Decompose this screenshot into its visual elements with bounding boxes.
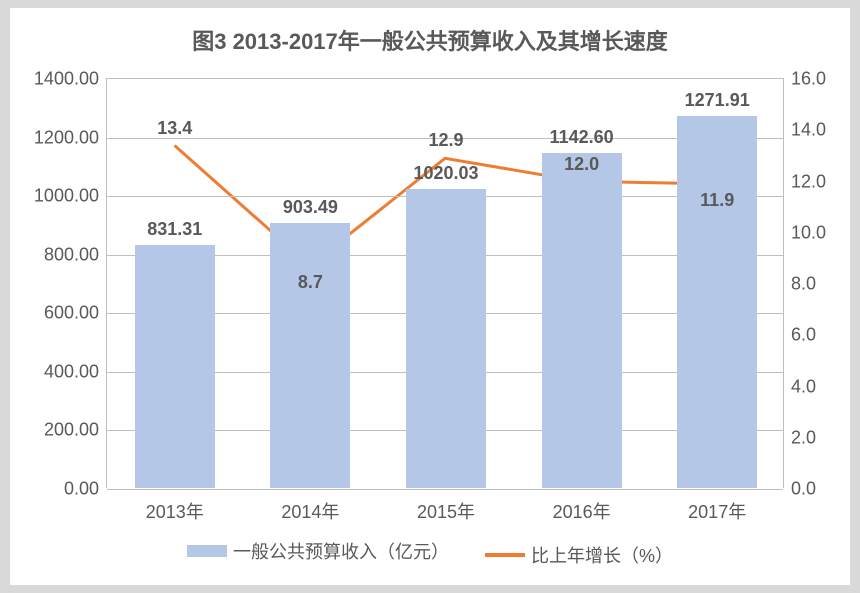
bar-value-label: 1142.60 [550, 127, 614, 148]
bar [677, 116, 757, 488]
chart-container: 图3 2013-2017年一般公共预算收入及其增长速度 0.00200.0040… [10, 8, 850, 585]
legend: 一般公共预算收入（亿元） 比上年增长（%） [10, 538, 850, 568]
y-right-tick-label: 6.0 [783, 325, 816, 346]
y-left-tick-label: 200.00 [44, 420, 107, 441]
legend-swatch-line [485, 553, 525, 557]
y-left-tick-label: 800.00 [44, 244, 107, 265]
bar [406, 189, 486, 488]
y-left-tick-label: 600.00 [44, 303, 107, 324]
legend-item: 比上年增长（%） [485, 542, 673, 568]
y-left-tick-label: 1200.00 [34, 127, 107, 148]
y-left-tick-label: 0.00 [64, 479, 107, 500]
legend-item: 一般公共预算收入（亿元） [187, 538, 449, 564]
y-right-tick-label: 0.0 [783, 479, 816, 500]
legend-label: 比上年增长（%） [531, 542, 673, 568]
line-value-label: 12.0 [564, 154, 599, 175]
x-tick-label: 2013年 [146, 488, 204, 524]
line-value-label: 8.7 [298, 272, 323, 293]
y-right-tick-label: 4.0 [783, 376, 816, 397]
bar-value-label: 903.49 [283, 197, 338, 218]
bar [270, 223, 350, 488]
x-tick-label: 2016年 [553, 488, 611, 524]
y-left-tick-label: 400.00 [44, 361, 107, 382]
x-tick-label: 2017年 [688, 488, 746, 524]
legend-swatch-bar [187, 545, 227, 557]
y-left-tick-label: 1400.00 [34, 69, 107, 90]
plot-area: 0.00200.00400.00600.00800.001000.001200.… [106, 78, 784, 488]
bar-value-label: 1020.03 [413, 163, 478, 184]
y-right-tick-label: 8.0 [783, 274, 816, 295]
y-right-tick-label: 2.0 [783, 427, 816, 448]
x-tick-label: 2015年 [417, 488, 475, 524]
line-value-label: 12.9 [428, 130, 463, 151]
bar-value-label: 831.31 [147, 219, 202, 240]
y-right-tick-label: 14.0 [783, 120, 826, 141]
bar-value-label: 1271.91 [685, 90, 750, 111]
bar [542, 153, 622, 488]
line-value-label: 11.9 [700, 190, 734, 211]
y-right-tick-label: 10.0 [783, 222, 826, 243]
y-right-tick-label: 16.0 [783, 69, 826, 90]
bar [135, 245, 215, 488]
y-left-tick-label: 1000.00 [34, 186, 107, 207]
line-value-label: 13.4 [157, 118, 192, 139]
y-right-tick-label: 12.0 [783, 171, 826, 192]
legend-label: 一般公共预算收入（亿元） [233, 538, 449, 564]
x-tick-label: 2014年 [281, 488, 339, 524]
chart-title: 图3 2013-2017年一般公共预算收入及其增长速度 [10, 24, 850, 56]
